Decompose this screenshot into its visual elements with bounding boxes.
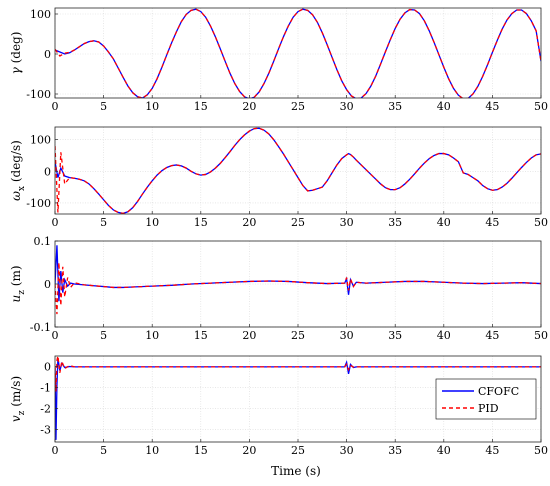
y-tick-label: 0.1	[34, 235, 52, 248]
x-tick-label: 45	[485, 100, 499, 113]
y-tick-label: 100	[30, 134, 51, 147]
x-tick-label: 50	[534, 444, 548, 457]
x-tick-label: 45	[485, 216, 499, 229]
x-tick-label: 35	[388, 100, 402, 113]
x-tick-label: 40	[437, 329, 451, 342]
x-tick-label: 5	[100, 444, 107, 457]
x-tick-label: 20	[242, 100, 256, 113]
x-tick-label: 25	[291, 216, 305, 229]
y-axis-label: vz (m/s)	[9, 376, 27, 422]
x-tick-label: 0	[52, 329, 59, 342]
x-tick-label: 35	[388, 444, 402, 457]
x-tick-label: 5	[100, 216, 107, 229]
x-tick-label: 50	[534, 100, 548, 113]
x-tick-label: 20	[242, 444, 256, 457]
y-axis-label: ωx (deg/s)	[9, 140, 27, 201]
x-tick-label: 30	[340, 329, 354, 342]
series-line-pid	[55, 8, 541, 98]
x-tick-label: 50	[534, 216, 548, 229]
x-tick-label: 15	[194, 444, 208, 457]
legend-label-cfofc: CFOFC	[478, 385, 519, 398]
x-tick-label: 10	[145, 329, 159, 342]
y-axis-label: uz (m)	[9, 265, 27, 302]
x-tick-label: 35	[388, 216, 402, 229]
x-tick-label: 10	[145, 444, 159, 457]
x-tick-label: 0	[52, 100, 59, 113]
x-tick-label: 25	[291, 329, 305, 342]
y-tick-label: 0	[44, 278, 51, 291]
y-tick-label: 0	[44, 48, 51, 61]
series-line-pid	[55, 262, 541, 315]
legend-box	[435, 378, 537, 420]
legend: CFOFC PID	[435, 378, 537, 420]
x-tick-label: 20	[242, 329, 256, 342]
x-tick-label: 0	[52, 444, 59, 457]
series-line-pid	[55, 356, 541, 392]
y-tick-label: -1	[40, 381, 51, 394]
x-tick-label: 35	[388, 329, 402, 342]
x-tick-label: 30	[340, 100, 354, 113]
x-tick-label: 40	[437, 216, 451, 229]
legend-label-pid: PID	[478, 402, 499, 415]
x-tick-label: 10	[145, 100, 159, 113]
y-tick-label: 100	[30, 8, 51, 21]
y-tick-label: 0	[44, 360, 51, 373]
y-tick-label: 0	[44, 165, 51, 178]
x-tick-label: 45	[485, 444, 499, 457]
x-tick-label: 40	[437, 100, 451, 113]
series-line-pid	[55, 127, 541, 214]
x-tick-label: 45	[485, 329, 499, 342]
y-axis-label: γ (deg)	[9, 32, 23, 75]
y-tick-label: -2	[40, 402, 51, 415]
x-tick-label: 15	[194, 329, 208, 342]
x-tick-label: 50	[534, 329, 548, 342]
x-tick-label: 5	[100, 100, 107, 113]
panel-3: 0 5 10 15 20 25 30 35 40 45 50-0.100.1uz (m)	[9, 235, 548, 342]
x-tick-label: 30	[340, 444, 354, 457]
y-tick-label: -0.1	[30, 321, 51, 334]
x-tick-label: 15	[194, 216, 208, 229]
y-tick-label: -3	[40, 423, 51, 436]
x-tick-label: 20	[242, 216, 256, 229]
y-tick-label: -100	[26, 88, 51, 101]
x-tick-label: 30	[340, 216, 354, 229]
x-tick-label: 0	[52, 216, 59, 229]
x-tick-label: 15	[194, 100, 208, 113]
x-tick-label: 25	[291, 444, 305, 457]
x-tick-label: 10	[145, 216, 159, 229]
x-axis-label: Time (s)	[271, 464, 321, 478]
x-tick-label: 25	[291, 100, 305, 113]
y-tick-label: -100	[26, 197, 51, 210]
x-tick-label: 5	[100, 329, 107, 342]
x-tick-label: 40	[437, 444, 451, 457]
